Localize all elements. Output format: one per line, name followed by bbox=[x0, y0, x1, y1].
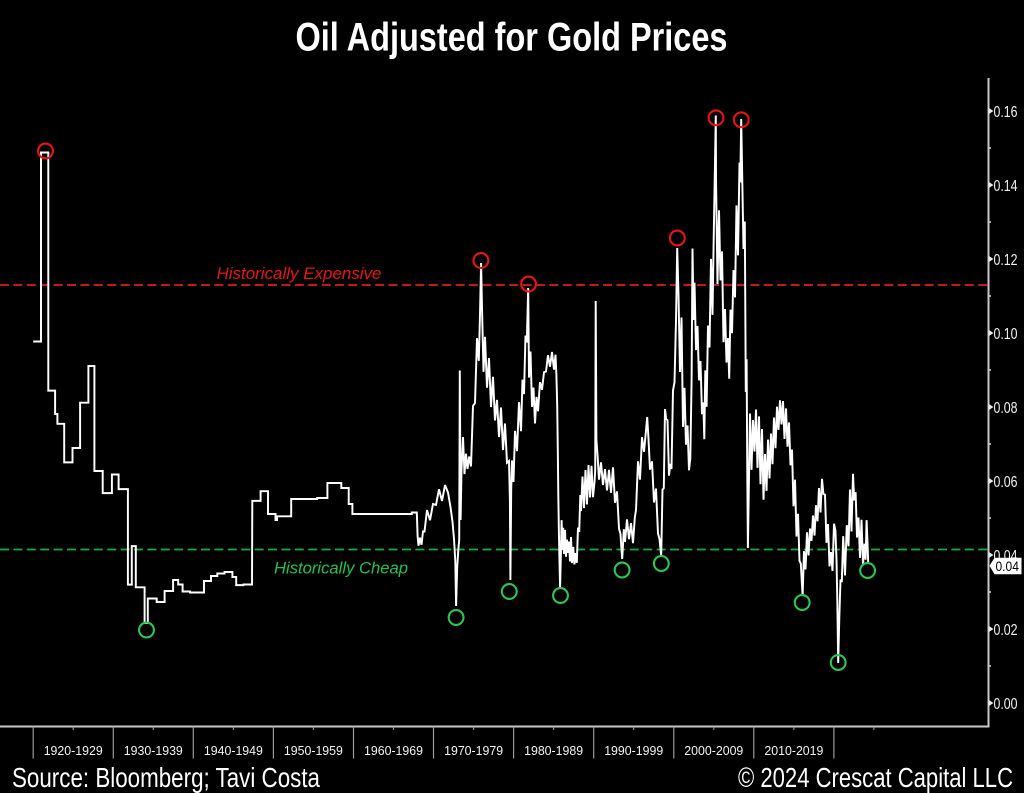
svg-text:0.02: 0.02 bbox=[994, 622, 1018, 639]
svg-text:1930-1939: 1930-1939 bbox=[124, 743, 183, 758]
svg-text:0.10: 0.10 bbox=[994, 326, 1018, 343]
svg-text:Source: Bloomberg; Tavi Costa: Source: Bloomberg; Tavi Costa bbox=[12, 762, 320, 793]
svg-text:0.14: 0.14 bbox=[994, 178, 1018, 195]
svg-text:1920-1929: 1920-1929 bbox=[44, 743, 103, 758]
svg-text:0.08: 0.08 bbox=[994, 400, 1018, 417]
svg-text:Oil Adjusted for Gold Prices: Oil Adjusted for Gold Prices bbox=[296, 16, 728, 60]
svg-text:0.06: 0.06 bbox=[994, 474, 1018, 491]
svg-text:Historically Expensive: Historically Expensive bbox=[217, 264, 382, 283]
svg-text:0.04: 0.04 bbox=[996, 558, 1020, 574]
svg-text:© 2024 Crescat Capital LLC: © 2024 Crescat Capital LLC bbox=[738, 762, 1013, 793]
svg-text:2010-2019: 2010-2019 bbox=[764, 743, 823, 758]
svg-text:0.12: 0.12 bbox=[994, 252, 1018, 269]
svg-text:1980-1989: 1980-1989 bbox=[524, 743, 583, 758]
svg-text:0.16: 0.16 bbox=[994, 104, 1018, 121]
svg-text:1960-1969: 1960-1969 bbox=[364, 743, 423, 758]
svg-text:1970-1979: 1970-1979 bbox=[444, 743, 503, 758]
svg-text:1950-1959: 1950-1959 bbox=[284, 743, 343, 758]
svg-text:Historically Cheap: Historically Cheap bbox=[274, 559, 408, 578]
svg-text:1990-1999: 1990-1999 bbox=[604, 743, 663, 758]
svg-text:2000-2009: 2000-2009 bbox=[684, 743, 743, 758]
svg-text:1940-1949: 1940-1949 bbox=[204, 743, 263, 758]
svg-text:0.00: 0.00 bbox=[994, 696, 1018, 713]
